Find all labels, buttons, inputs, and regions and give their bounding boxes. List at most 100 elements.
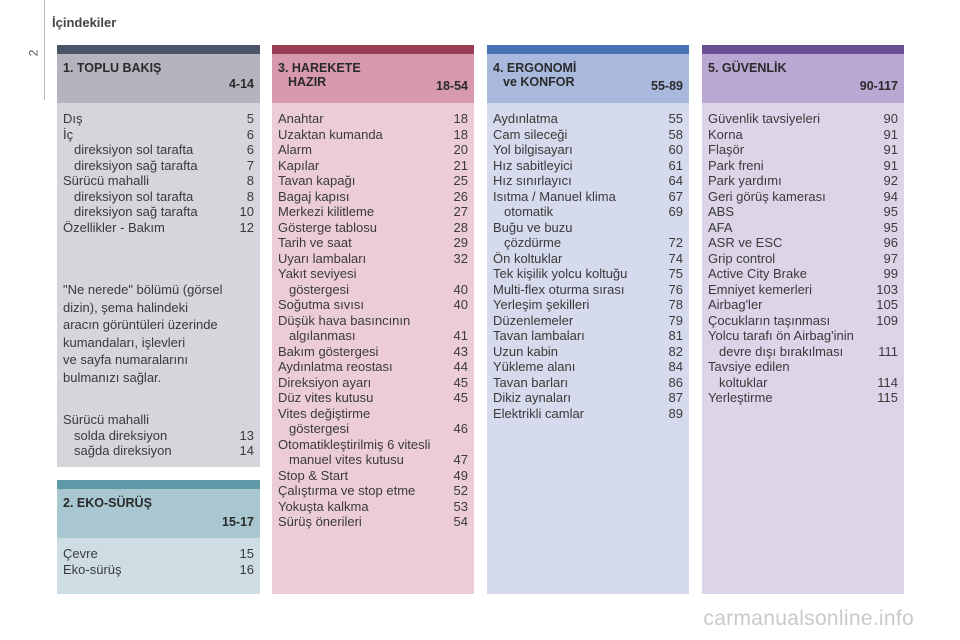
toc-entry[interactable]: Yokuşta kalkma 53 bbox=[278, 499, 468, 515]
toc-entry[interactable]: Sürüş önerileri 54 bbox=[278, 514, 468, 530]
toc-entry[interactable]: Flaşör 91 bbox=[708, 142, 898, 158]
section-title: 5. GÜVENLİK bbox=[708, 61, 787, 75]
toc-entry[interactable]: algılanması 41 bbox=[278, 328, 468, 344]
toc-entry[interactable]: Anahtar 18 bbox=[278, 111, 468, 127]
toc-entry-page: 58 bbox=[668, 126, 683, 142]
toc-entry[interactable]: çözdürme 72 bbox=[493, 235, 683, 251]
toc-entry[interactable]: ASR ve ESC 96 bbox=[708, 235, 898, 251]
toc-entry[interactable]: Gösterge tablosu 28 bbox=[278, 220, 468, 236]
toc-entry[interactable]: AFA 95 bbox=[708, 220, 898, 236]
toc-entry[interactable]: Aydınlatma reostası 44 bbox=[278, 359, 468, 375]
toc-entry[interactable]: koltuklar 114 bbox=[708, 375, 898, 391]
toc-entry[interactable]: Stop & Start 49 bbox=[278, 468, 468, 484]
toc-entry[interactable]: sağda direksiyon 14 bbox=[63, 443, 254, 459]
toc-entry[interactable]: Merkezi kilitleme 27 bbox=[278, 204, 468, 220]
toc-entry[interactable]: Bakım göstergesi 43 bbox=[278, 344, 468, 360]
toc-entry-label: direksiyon sağ tarafta bbox=[74, 157, 198, 173]
toc-entry[interactable]: Cam sileceği 58 bbox=[493, 127, 683, 143]
toc-entry[interactable]: solda direksiyon 13 bbox=[63, 428, 254, 444]
toc-entry[interactable]: Düzenlemeler 79 bbox=[493, 313, 683, 329]
toc-entry[interactable]: Emniyet kemerleri 103 bbox=[708, 282, 898, 298]
toc-entry[interactable]: Ön koltuklar 74 bbox=[493, 251, 683, 267]
section-header[interactable]: 1. TOPLU BAKIŞ 4-14 bbox=[57, 54, 260, 103]
toc-entry[interactable]: İç 6 bbox=[63, 127, 254, 143]
toc-entry-page: 52 bbox=[453, 483, 468, 498]
toc-entry-page: 87 bbox=[668, 390, 683, 405]
toc-entry[interactable]: direksiyon sol tarafta 6 bbox=[63, 142, 254, 158]
toc-entry-page: 43 bbox=[453, 343, 468, 359]
toc-entry[interactable]: Geri görüş kamerası 94 bbox=[708, 189, 898, 205]
toc-entry[interactable]: Sürücü mahalli bbox=[63, 412, 254, 428]
toc-entry[interactable]: direksiyon sağ tarafta 7 bbox=[63, 158, 254, 174]
toc-entry[interactable]: Park yardımı 92 bbox=[708, 173, 898, 189]
toc-entry[interactable]: Yol bilgisayarı 60 bbox=[493, 142, 683, 158]
toc-entry[interactable]: göstergesi 40 bbox=[278, 282, 468, 298]
toc-entry[interactable]: Buğu ve buzu bbox=[493, 220, 683, 236]
toc-entry[interactable]: Özellikler - Bakım 12 bbox=[63, 220, 254, 236]
toc-entry[interactable]: Hız sabitleyici 61 bbox=[493, 158, 683, 174]
toc-entry-page: 91 bbox=[883, 142, 898, 157]
toc-entry[interactable]: Yerleşim şekilleri 78 bbox=[493, 297, 683, 313]
toc-entry[interactable]: Tarih ve saat 29 bbox=[278, 235, 468, 251]
toc-entry[interactable]: Active City Brake 99 bbox=[708, 266, 898, 282]
toc-entry[interactable]: Düz vites kutusu 45 bbox=[278, 390, 468, 406]
toc-entry[interactable]: Otomatikleştirilmiş 6 vitesli bbox=[278, 437, 468, 453]
toc-entry[interactable]: manuel vites kutusu 47 bbox=[278, 452, 468, 468]
toc-entry[interactable]: Kapılar 21 bbox=[278, 158, 468, 174]
toc-entry-page: 79 bbox=[668, 312, 683, 328]
toc-entry[interactable]: göstergesi 46 bbox=[278, 421, 468, 437]
toc-entry[interactable]: Tek kişilik yolcu koltuğu 75 bbox=[493, 266, 683, 282]
toc-entry[interactable]: direksiyon sağ tarafta 10 bbox=[63, 204, 254, 220]
section-page-range: 15-17 bbox=[222, 515, 254, 529]
toc-entry[interactable]: direksiyon sol tarafta 8 bbox=[63, 189, 254, 205]
toc-entry[interactable]: Soğutma sıvısı 40 bbox=[278, 297, 468, 313]
toc-entry[interactable]: Tavan lambaları 81 bbox=[493, 328, 683, 344]
toc-entry[interactable]: Bagaj kapısı 26 bbox=[278, 189, 468, 205]
toc-entry[interactable]: Çalıştırma ve stop etme 52 bbox=[278, 483, 468, 499]
toc-entry[interactable]: Uzun kabin 82 bbox=[493, 344, 683, 360]
toc-entry[interactable]: Elektrikli camlar 89 bbox=[493, 406, 683, 422]
toc-entry[interactable]: Aydınlatma 55 bbox=[493, 111, 683, 127]
section-header[interactable]: 3. HAREKETE HAZIR 18-54 bbox=[272, 54, 474, 103]
toc-entry[interactable]: Eko-sürüş 16 bbox=[63, 562, 254, 578]
toc-entry[interactable]: Tavsiye edilen bbox=[708, 359, 898, 375]
toc-entry[interactable]: Sürücü mahalli 8 bbox=[63, 173, 254, 189]
toc-entry[interactable]: Grip control 97 bbox=[708, 251, 898, 267]
toc-entry[interactable]: Uyarı lambaları 32 bbox=[278, 251, 468, 267]
toc-entry[interactable]: Tavan kapağı 25 bbox=[278, 173, 468, 189]
section-header[interactable]: 4. ERGONOMİ ve KONFOR 55-89 bbox=[487, 54, 689, 103]
toc-entry[interactable]: devre dışı bırakılması 111 bbox=[708, 344, 898, 360]
toc-entry-page: 55 bbox=[668, 111, 683, 126]
toc-entry-page: 99 bbox=[883, 266, 898, 281]
section-toplu-bakis: 1. TOPLU BAKIŞ 4-14 Dış 5 İç 6 direksiyon so… bbox=[57, 45, 260, 467]
toc-entry[interactable]: Yükleme alanı 84 bbox=[493, 359, 683, 375]
section-header[interactable]: 2. EKO-SÜRÜŞ 15-17 bbox=[57, 489, 260, 538]
toc-entry[interactable]: Vites değiştirme bbox=[278, 406, 468, 422]
toc-entry[interactable]: Yakıt seviyesi bbox=[278, 266, 468, 282]
section-header[interactable]: 5. GÜVENLİK 90-117 bbox=[702, 54, 904, 103]
toc-entry[interactable]: Güvenlik tavsiyeleri 90 bbox=[708, 111, 898, 127]
toc-entry[interactable]: Yolcu tarafı ön Airbag'inin bbox=[708, 328, 898, 344]
toc-entry[interactable]: ABS 95 bbox=[708, 204, 898, 220]
toc-entry[interactable]: Dikiz aynaları 87 bbox=[493, 390, 683, 406]
toc-entry[interactable]: Park freni 91 bbox=[708, 158, 898, 174]
toc-entry[interactable]: Isıtma / Manuel klima 67 bbox=[493, 189, 683, 205]
toc-entry[interactable]: Çevre 15 bbox=[63, 546, 254, 562]
toc-entry[interactable]: Dış 5 bbox=[63, 111, 254, 127]
toc-entry[interactable]: Yerleştirme 115 bbox=[708, 390, 898, 406]
toc-entry[interactable]: Multi-flex oturma sırası 76 bbox=[493, 282, 683, 298]
toc-entry-page: 5 bbox=[246, 111, 254, 126]
toc-entry[interactable]: otomatik 69 bbox=[493, 204, 683, 220]
toc-entry[interactable]: Uzaktan kumanda 18 bbox=[278, 127, 468, 143]
toc-entry[interactable]: Direksiyon ayarı 45 bbox=[278, 375, 468, 391]
toc-entry[interactable]: Tavan barları 86 bbox=[493, 375, 683, 391]
toc-entry[interactable]: Alarm 20 bbox=[278, 142, 468, 158]
toc-entry[interactable]: Çocukların taşınması 109 bbox=[708, 313, 898, 329]
toc-entry[interactable]: Düşük hava basıncının bbox=[278, 313, 468, 329]
toc-entry-page: 64 bbox=[668, 173, 683, 188]
toc-entry[interactable]: Airbag'ler 105 bbox=[708, 297, 898, 313]
toc-entry-label: İç bbox=[63, 126, 74, 142]
section-color-bar bbox=[57, 480, 260, 489]
toc-entry[interactable]: Korna 91 bbox=[708, 127, 898, 143]
toc-entry[interactable]: Hız sınırlayıcı 64 bbox=[493, 173, 683, 189]
